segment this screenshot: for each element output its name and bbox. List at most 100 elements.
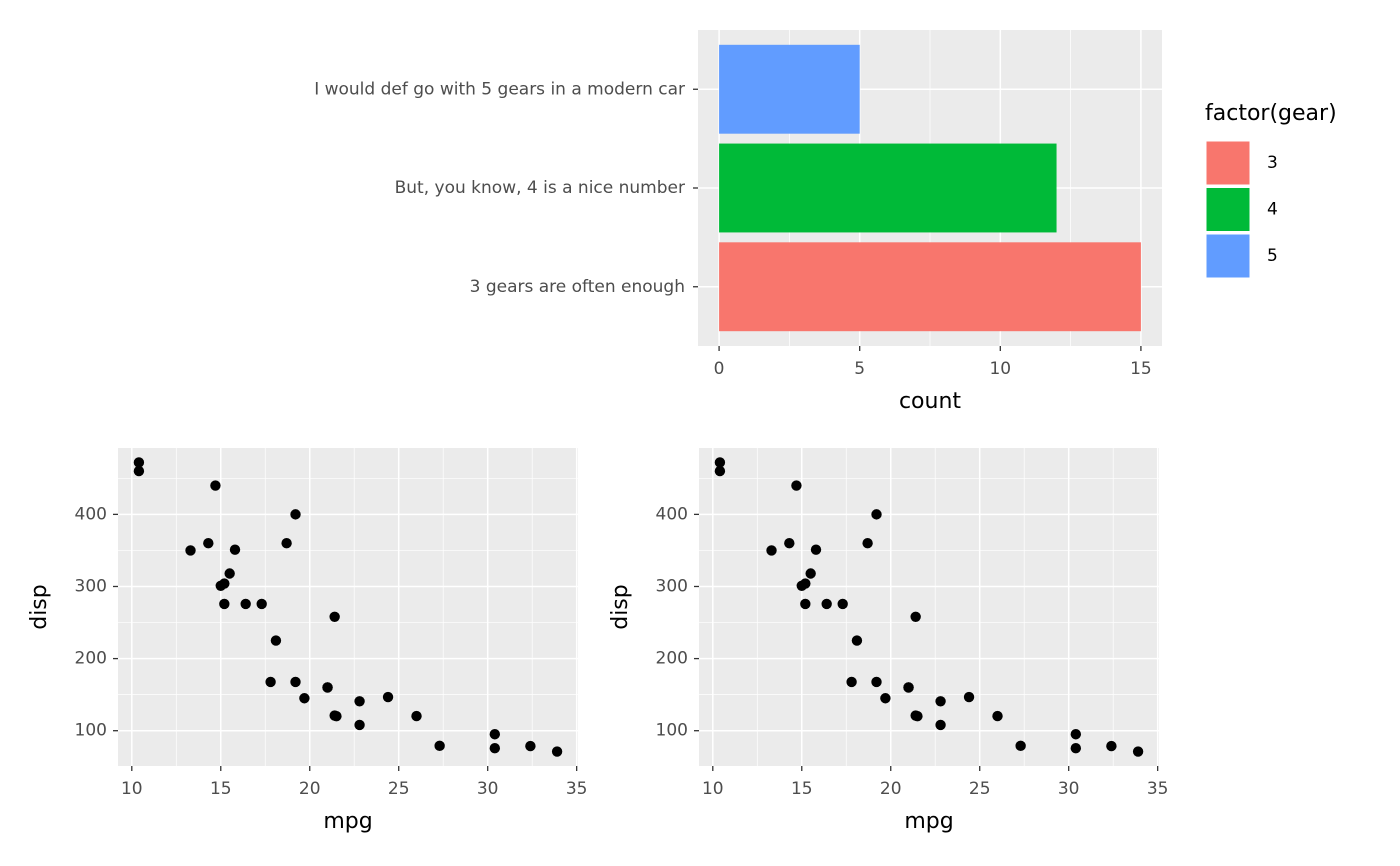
- x-tick-label: 30: [1058, 779, 1080, 799]
- y-tick-label: 400: [656, 504, 688, 524]
- point: [766, 545, 777, 556]
- point: [1015, 740, 1026, 752]
- point: [525, 740, 536, 752]
- point: [551, 746, 563, 757]
- point: [846, 676, 857, 688]
- legend-key: [1205, 140, 1251, 186]
- panel-background: [699, 448, 1159, 766]
- x-tick-label: 0: [714, 359, 725, 379]
- point: [256, 598, 267, 610]
- bar: [719, 44, 860, 134]
- legend-title: factor(gear): [1205, 101, 1337, 126]
- legend-key: [1205, 187, 1251, 232]
- point: [796, 580, 807, 591]
- point: [910, 710, 921, 721]
- x-tick-label: 20: [880, 779, 902, 799]
- bar: [719, 143, 1057, 233]
- point: [714, 457, 726, 468]
- point: [240, 598, 251, 610]
- x-tick-label: 10: [702, 779, 724, 799]
- point: [1106, 740, 1117, 752]
- legend-label: 5: [1267, 246, 1278, 266]
- point: [810, 544, 822, 555]
- point: [290, 509, 301, 520]
- point: [133, 457, 145, 468]
- y-tick-label: 300: [75, 576, 107, 596]
- point: [871, 676, 882, 688]
- x-tick-label: 30: [477, 779, 499, 799]
- point: [215, 580, 226, 591]
- point: [354, 696, 365, 707]
- panel-background: [118, 448, 578, 766]
- x-tick-label: 35: [1147, 779, 1169, 799]
- point: [935, 719, 946, 731]
- point: [434, 740, 445, 752]
- point: [837, 598, 848, 610]
- point: [210, 480, 221, 491]
- point: [784, 538, 795, 549]
- point: [290, 676, 301, 688]
- x-tick-label: 20: [299, 779, 321, 799]
- point: [229, 544, 241, 555]
- point: [219, 598, 230, 610]
- x-tick-label: 10: [121, 779, 143, 799]
- y-tick-label: I would def go with 5 gears in a modern …: [314, 79, 685, 99]
- y-tick-label: 300: [656, 576, 688, 596]
- point: [270, 635, 282, 646]
- point: [880, 693, 891, 704]
- point: [821, 598, 832, 610]
- x-tick-label: 5: [854, 359, 865, 379]
- point: [281, 538, 292, 549]
- point: [489, 743, 501, 754]
- y-tick-label: 3 gears are often enough: [470, 277, 685, 297]
- x-axis-title: mpg: [904, 809, 953, 834]
- y-tick-label: 200: [656, 649, 688, 669]
- point: [224, 568, 235, 579]
- point: [382, 691, 394, 703]
- y-tick-label: 100: [75, 721, 107, 741]
- bar: [719, 242, 1141, 332]
- x-tick-label: 15: [210, 779, 232, 799]
- point: [329, 710, 340, 721]
- point: [992, 710, 1003, 722]
- legend-label: 4: [1267, 200, 1278, 220]
- point: [489, 729, 501, 740]
- x-tick-label: 25: [388, 779, 410, 799]
- point: [354, 719, 365, 731]
- point: [185, 545, 196, 556]
- point: [935, 696, 946, 707]
- y-tick-label: 100: [656, 721, 688, 741]
- y-tick-label: 400: [75, 504, 107, 524]
- point: [1070, 729, 1082, 740]
- point: [963, 691, 975, 703]
- point: [800, 598, 811, 610]
- x-tick-label: 10: [989, 359, 1011, 379]
- point: [203, 538, 214, 549]
- point: [329, 611, 340, 622]
- point: [910, 611, 921, 622]
- y-axis-title: disp: [27, 584, 52, 630]
- point: [871, 509, 882, 520]
- x-tick-label: 35: [566, 779, 588, 799]
- legend-label: 3: [1267, 153, 1278, 173]
- y-tick-label: 200: [75, 649, 107, 669]
- x-axis-title: mpg: [323, 809, 372, 834]
- x-tick-label: 25: [969, 779, 991, 799]
- point: [714, 465, 726, 477]
- y-tick-label: But, you know, 4 is a nice number: [395, 178, 685, 198]
- point: [1070, 743, 1082, 754]
- point: [791, 480, 802, 491]
- point: [299, 693, 310, 704]
- point: [851, 635, 863, 646]
- point: [805, 568, 816, 579]
- point: [322, 682, 333, 693]
- x-axis-title: count: [899, 389, 961, 414]
- point: [265, 676, 276, 688]
- point: [411, 710, 422, 722]
- x-tick-label: 15: [791, 779, 813, 799]
- point: [903, 682, 914, 693]
- x-tick-label: 15: [1130, 359, 1152, 379]
- point: [862, 538, 873, 549]
